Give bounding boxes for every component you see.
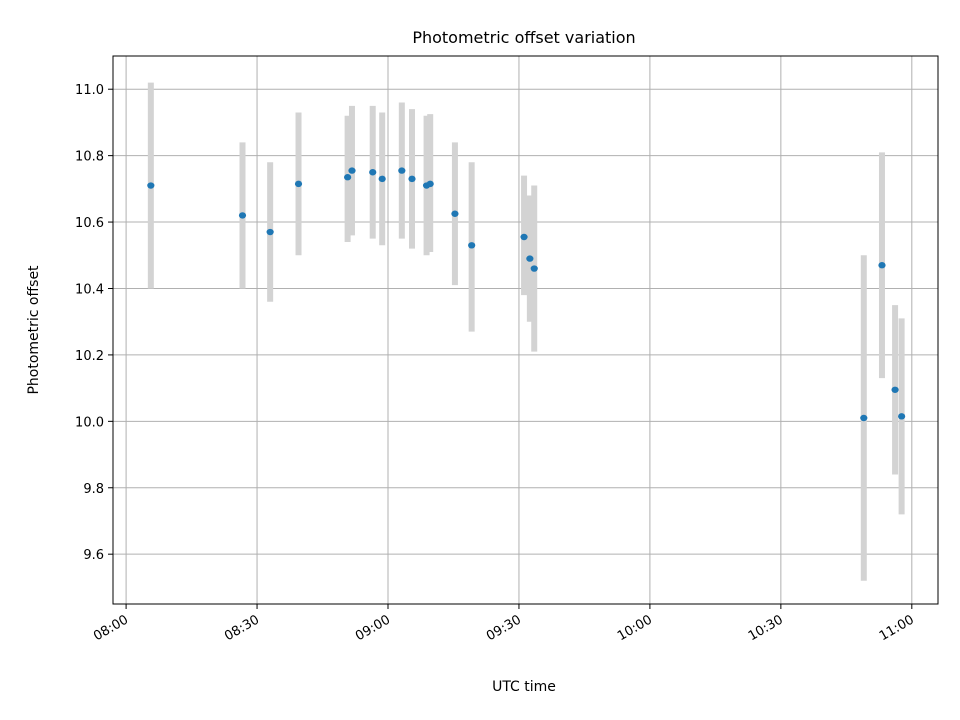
data-points	[147, 167, 906, 422]
data-point	[398, 167, 406, 174]
data-point	[408, 175, 416, 183]
data-point	[891, 386, 899, 393]
plot-frame	[112, 55, 939, 605]
y-axis: 9.6 9.8 10.0 10.2 10.4 10.6 10.8 11.0	[75, 83, 113, 563]
data-point	[348, 167, 356, 174]
chart-title: Photometric offset variation	[412, 28, 635, 47]
y-tick-label: 10.6	[75, 216, 104, 231]
x-axis-label: UTC time	[492, 679, 556, 695]
data-point	[238, 212, 247, 219]
data-point	[451, 210, 459, 217]
y-tick-label: 10.4	[75, 282, 104, 297]
data-point	[878, 262, 886, 269]
data-point	[468, 242, 476, 249]
data-point	[526, 255, 534, 262]
data-point	[426, 180, 434, 188]
data-point	[344, 174, 352, 181]
data-point	[147, 182, 155, 189]
y-tick-label: 10.0	[75, 415, 104, 430]
data-point	[294, 180, 303, 188]
y-tick-label: 10.8	[75, 150, 104, 165]
data-point	[369, 169, 377, 176]
data-point	[520, 233, 528, 241]
y-tick-label: 10.2	[75, 349, 104, 364]
data-point	[898, 413, 906, 420]
y-tick-label: 11.0	[75, 83, 104, 98]
data-point	[530, 265, 538, 272]
y-tick-label: 9.6	[83, 548, 104, 563]
data-point	[378, 175, 386, 183]
y-axis-label: Photometric offset	[26, 265, 42, 395]
data-point	[266, 228, 274, 236]
y-tick-label: 9.8	[83, 482, 104, 497]
data-point	[860, 414, 868, 422]
